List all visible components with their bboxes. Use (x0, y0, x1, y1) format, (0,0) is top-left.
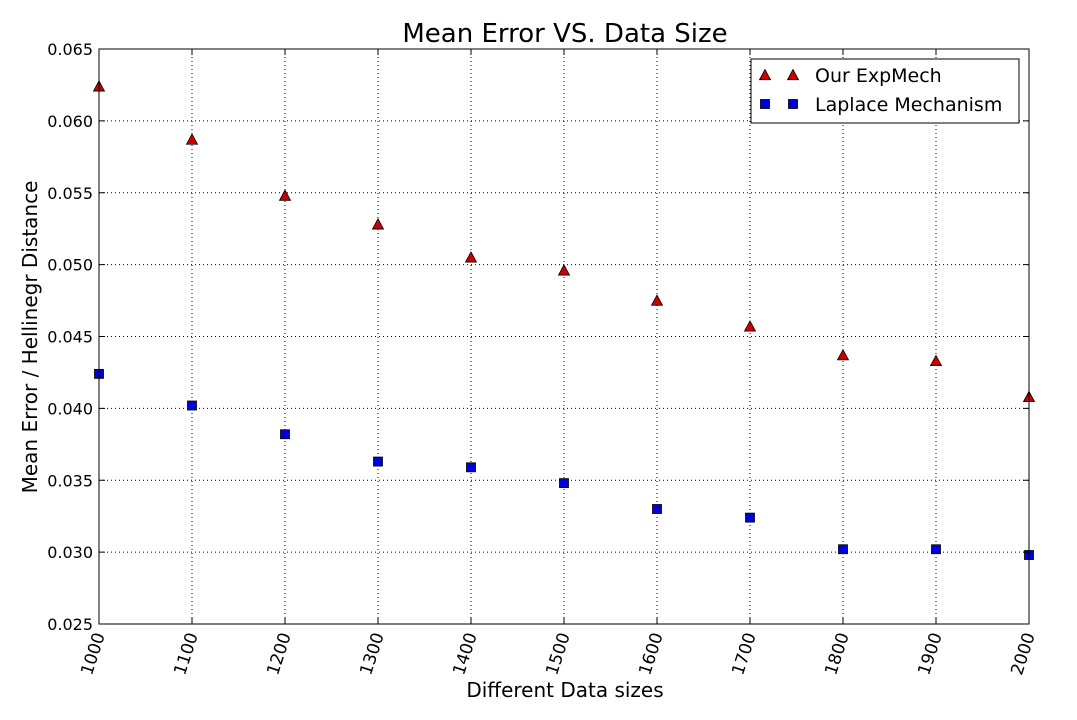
x-tick-label: 2000 (1007, 630, 1039, 677)
legend-marker (786, 68, 800, 81)
y-tick-label: 0.025 (47, 615, 93, 634)
x-tick-label: 1700 (728, 630, 760, 677)
x-tick-label: 1500 (542, 630, 574, 677)
point-laplace (466, 462, 476, 473)
x-tick-label: 1100 (170, 630, 202, 677)
legend-box (750, 58, 1020, 124)
x-tick-label: 1300 (356, 630, 388, 677)
data-points (92, 80, 1036, 560)
y-tick-label: 0.065 (47, 40, 93, 59)
point-laplace (187, 400, 197, 411)
x-axis-label: Different Data sizes (466, 678, 663, 702)
legend-label: Laplace Mechanism (815, 94, 1002, 116)
chart-title: Mean Error VS. Data Size (402, 19, 727, 49)
y-tick-label: 0.035 (47, 471, 93, 490)
grid-lines (99, 49, 1029, 624)
point-expmech (929, 354, 943, 367)
y-tick-label: 0.030 (47, 543, 93, 562)
point-expmech (185, 133, 199, 145)
point-laplace (652, 504, 662, 514)
point-expmech (557, 264, 571, 276)
point-expmech (836, 348, 850, 361)
y-tick-label: 0.045 (47, 328, 93, 347)
point-laplace (373, 456, 383, 467)
point-expmech (278, 189, 292, 201)
x-tick-label: 1600 (635, 630, 667, 677)
point-laplace (838, 544, 848, 555)
point-expmech (464, 251, 478, 263)
x-tick-label: 1000 (77, 630, 109, 677)
x-tick-label: 1200 (263, 630, 295, 677)
point-laplace (931, 544, 941, 555)
point-laplace (559, 478, 569, 489)
legend-marker (758, 68, 772, 81)
legend-label: Our ExpMech (815, 65, 942, 87)
y-tick-label: 0.050 (47, 256, 93, 275)
y-tick-label: 0.060 (47, 112, 93, 131)
axis-ticks: 1000 1100 1200 1300 1400 1500 1600 1700 1800 1900… (47, 40, 1040, 678)
x-tick-label: 1900 (914, 630, 946, 677)
point-laplace (280, 429, 290, 440)
x-tick-label: 1800 (821, 630, 853, 677)
point-expmech (371, 218, 385, 230)
y-tick-label: 0.055 (47, 184, 93, 203)
y-axis-label: Mean Error / Hellinegr Distance (18, 181, 42, 494)
x-tick-label: 1400 (449, 630, 481, 677)
y-tick-label: 0.040 (47, 399, 93, 418)
legend-marker (760, 99, 770, 109)
point-laplace (745, 512, 755, 523)
legend: Our ExpMech Laplace Mechanism (750, 58, 1020, 124)
legend-marker (788, 99, 798, 109)
point-expmech (743, 320, 757, 332)
point-expmech (650, 294, 664, 306)
